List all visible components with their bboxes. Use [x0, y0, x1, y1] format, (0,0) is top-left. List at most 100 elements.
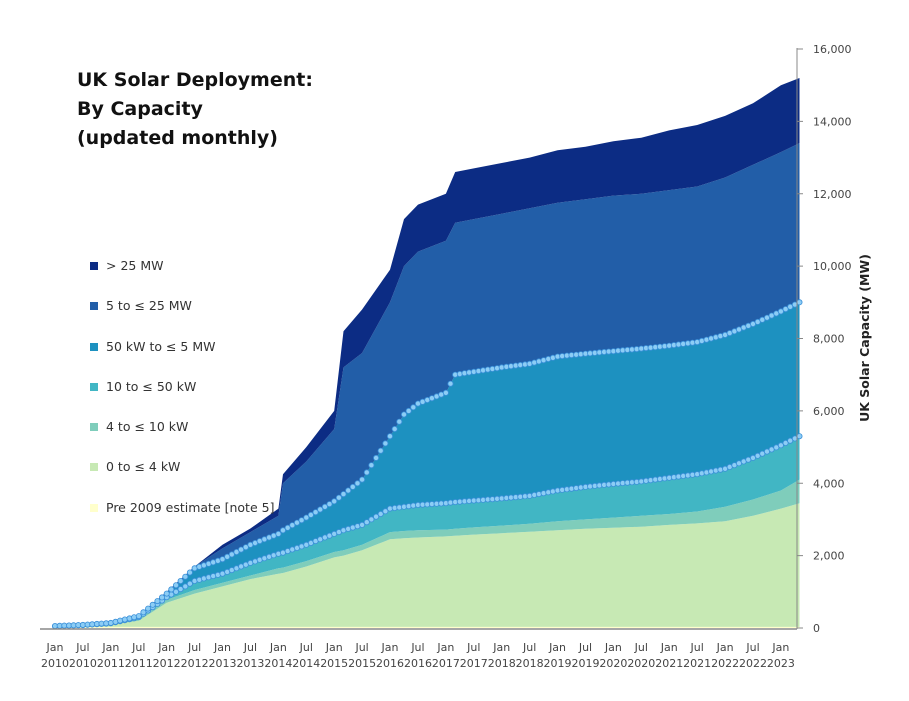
- legend-swatch: [90, 382, 98, 391]
- x-tick-label-month: Jul: [466, 641, 480, 654]
- x-tick-label-year: 2018: [488, 657, 516, 670]
- legend-swatch: [90, 463, 98, 472]
- data-marker: [791, 435, 798, 442]
- data-marker: [177, 586, 184, 593]
- x-tick-label-month: Jul: [75, 641, 89, 654]
- data-marker: [293, 519, 300, 526]
- data-marker: [368, 462, 375, 469]
- x-tick-label-month: Jan: [548, 641, 566, 654]
- x-tick-label-month: Jan: [157, 641, 175, 654]
- data-marker: [331, 498, 338, 505]
- data-marker: [698, 470, 705, 477]
- legend-item: 0 to ≤ 4 kW: [90, 459, 274, 499]
- data-marker: [242, 544, 249, 551]
- y-tick-label: 10,000: [813, 260, 852, 273]
- data-marker: [782, 306, 789, 313]
- x-tick-label-year: 2016: [376, 657, 404, 670]
- legend-label: > 25 MW: [106, 258, 164, 273]
- x-tick-label-month: Jul: [410, 641, 424, 654]
- data-marker: [177, 578, 184, 585]
- data-marker: [400, 411, 407, 418]
- legend-label: Pre 2009 estimate [note 5]: [106, 499, 275, 515]
- data-marker: [354, 480, 361, 487]
- x-tick-label-month: Jul: [634, 641, 648, 654]
- x-tick-label-year: 2022: [739, 657, 767, 670]
- data-marker: [345, 487, 352, 494]
- data-marker: [233, 549, 240, 556]
- x-tick-label-year: 2012: [153, 657, 181, 670]
- y-axis-title: UK Solar Capacity (MW): [857, 254, 872, 422]
- data-marker: [363, 519, 370, 526]
- data-marker: [186, 580, 193, 587]
- y-tick-label: 16,000: [813, 43, 852, 56]
- data-marker: [382, 508, 389, 515]
- y-tick-label: 2,000: [813, 550, 845, 563]
- legend-item: 50 kW to ≤ 5 MW: [90, 339, 274, 379]
- data-marker: [396, 418, 403, 425]
- x-tick-label-month: Jan: [381, 641, 399, 654]
- data-marker: [317, 506, 324, 513]
- legend-swatch: [90, 423, 98, 432]
- x-tick-label-month: Jan: [660, 641, 678, 654]
- x-tick-label-year: 2022: [711, 657, 739, 670]
- data-marker: [363, 469, 370, 476]
- data-marker: [373, 454, 380, 461]
- x-tick-label-month: Jan: [436, 641, 454, 654]
- x-tick-label-year: 2010: [41, 657, 69, 670]
- x-tick-label-month: Jul: [354, 641, 368, 654]
- data-marker: [405, 407, 412, 414]
- legend-label: 0 to ≤ 4 kW: [106, 459, 181, 475]
- x-tick-label-year: 2020: [627, 657, 655, 670]
- data-marker: [796, 433, 803, 440]
- legend-item: 4 to ≤ 10 kW: [90, 419, 274, 459]
- x-tick-label-year: 2012: [181, 657, 209, 670]
- x-tick-label-year: 2011: [125, 657, 153, 670]
- y-tick-label: 4,000: [813, 477, 845, 490]
- data-marker: [377, 510, 384, 517]
- y-tick-label: 0: [813, 622, 820, 635]
- data-marker: [298, 517, 305, 524]
- data-marker: [326, 501, 333, 508]
- x-tick-label-month: Jul: [578, 641, 592, 654]
- data-marker: [312, 509, 319, 516]
- y-tick-label: 12,000: [813, 188, 852, 201]
- legend-swatch: [90, 302, 98, 311]
- data-marker: [228, 551, 235, 558]
- x-tick-label-year: 2019: [544, 657, 572, 670]
- x-tick-label-year: 2019: [571, 657, 599, 670]
- data-marker: [238, 546, 245, 553]
- legend-item: Pre 2009 estimate [note 5]: [90, 500, 274, 540]
- data-marker: [447, 380, 454, 387]
- x-tick-label-year: 2016: [404, 657, 432, 670]
- data-marker: [535, 491, 542, 498]
- area-pre-2009-estimate-note-5-: [55, 626, 800, 628]
- data-marker: [391, 425, 398, 432]
- x-tick-label-month: Jan: [46, 641, 64, 654]
- y-tick-label: 6,000: [813, 405, 845, 418]
- data-marker: [219, 556, 226, 563]
- x-tick-label-month: Jan: [492, 641, 510, 654]
- data-marker: [359, 476, 366, 483]
- data-marker: [782, 439, 789, 446]
- data-marker: [149, 601, 156, 608]
- data-marker: [777, 308, 784, 315]
- x-tick-label-month: Jul: [690, 641, 704, 654]
- x-tick-label-year: 2018: [516, 657, 544, 670]
- data-marker: [410, 404, 417, 411]
- x-tick-label-year: 2021: [655, 657, 683, 670]
- legend-label: 5 to ≤ 25 MW: [106, 298, 192, 314]
- legend: > 25 MW 5 to ≤ 25 MW 50 kW to ≤ 5 MW 10 to …: [90, 258, 274, 540]
- data-marker: [526, 492, 533, 499]
- data-marker: [275, 530, 282, 537]
- x-tick-label-month: Jan: [213, 641, 231, 654]
- data-marker: [386, 433, 393, 440]
- legend-item: 5 to ≤ 25 MW: [90, 298, 274, 338]
- legend-label: 10 to ≤ 50 kW: [106, 378, 197, 394]
- data-marker: [168, 586, 175, 593]
- x-tick-label-year: 2010: [69, 657, 97, 670]
- x-tick-label-month: Jul: [187, 641, 201, 654]
- data-marker: [373, 513, 380, 520]
- data-marker: [284, 524, 291, 531]
- data-marker: [368, 516, 375, 523]
